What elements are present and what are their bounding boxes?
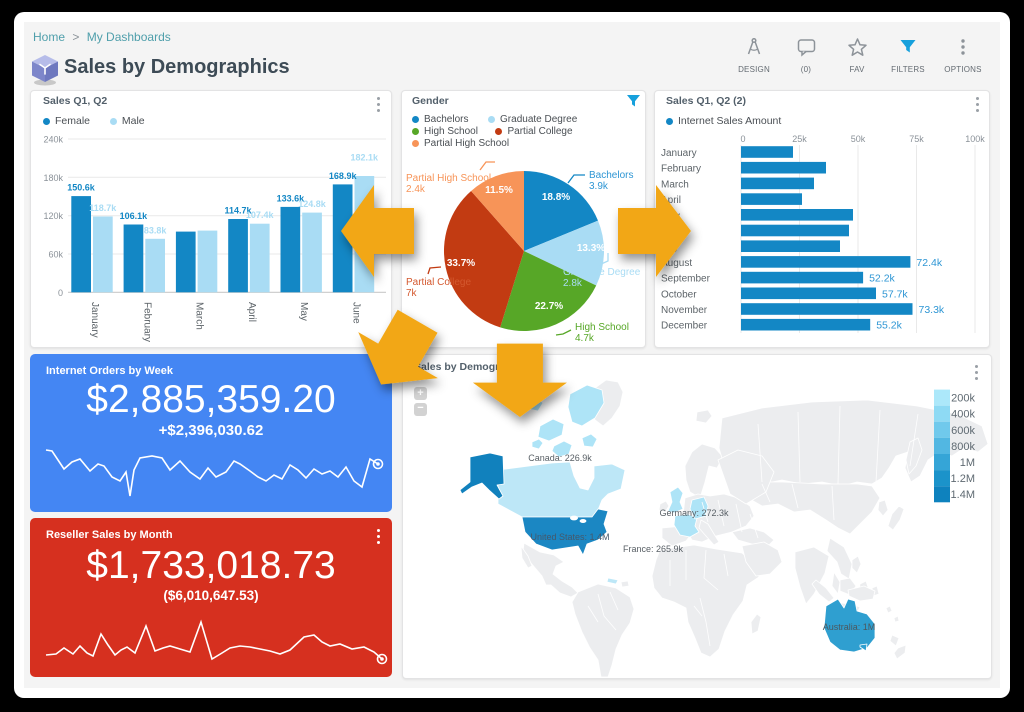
svg-text:83.8k: 83.8k: [144, 225, 168, 235]
svg-text:April: April: [661, 195, 681, 206]
svg-text:118.7k: 118.7k: [89, 203, 117, 213]
svg-text:2.8k: 2.8k: [563, 278, 583, 289]
svg-text:3.9k: 3.9k: [589, 181, 609, 192]
svg-text:United States: 1.4M: United States: 1.4M: [530, 532, 609, 542]
svg-text:May: May: [298, 302, 309, 321]
svg-text:50k: 50k: [851, 134, 866, 144]
svg-text:Germany: 272.3k: Germany: 272.3k: [659, 508, 729, 518]
svg-text:55.2k: 55.2k: [876, 320, 902, 332]
svg-text:October: October: [661, 289, 697, 300]
svg-text:0: 0: [58, 288, 63, 298]
svg-text:March: March: [661, 179, 689, 190]
svg-text:February: February: [661, 164, 701, 175]
svg-text:0: 0: [740, 134, 745, 144]
svg-text:73.3k: 73.3k: [919, 304, 945, 316]
svg-text:107.4k: 107.4k: [246, 210, 275, 220]
svg-text:1.2M: 1.2M: [951, 473, 975, 485]
svg-text:25k: 25k: [792, 134, 807, 144]
svg-text:133.6k: 133.6k: [277, 193, 306, 203]
svg-text:August: August: [661, 258, 692, 269]
svg-text:Partial College: Partial College: [406, 277, 471, 288]
svg-text:1.4M: 1.4M: [951, 489, 975, 501]
svg-text:November: November: [661, 305, 708, 316]
svg-text:Australia: 1M: Australia: 1M: [823, 622, 876, 632]
svg-text:120k: 120k: [43, 211, 63, 221]
svg-text:180k: 180k: [43, 173, 63, 183]
svg-text:2.4k: 2.4k: [406, 184, 426, 195]
svg-text:France: 265.9k: France: 265.9k: [623, 544, 684, 554]
svg-text:33.7%: 33.7%: [447, 258, 475, 269]
svg-text:Graduate Degree: Graduate Degree: [563, 267, 641, 278]
svg-text:Canada: 226.9k: Canada: 226.9k: [528, 453, 592, 463]
svg-text:4.7k: 4.7k: [575, 333, 595, 344]
svg-text:57.7k: 57.7k: [882, 288, 908, 300]
svg-text:February: February: [141, 302, 152, 342]
svg-text:Bachelors: Bachelors: [589, 170, 633, 181]
svg-text:June: June: [661, 227, 683, 238]
svg-text:11.5%: 11.5%: [485, 185, 513, 196]
svg-text:September: September: [661, 274, 711, 285]
svg-text:April: April: [246, 302, 257, 322]
svg-text:52.2k: 52.2k: [869, 273, 895, 285]
svg-text:114.7k: 114.7k: [224, 206, 252, 216]
svg-text:December: December: [661, 321, 708, 332]
svg-text:March: March: [194, 302, 205, 330]
svg-text:800k: 800k: [951, 441, 975, 453]
svg-text:100k: 100k: [965, 134, 985, 144]
svg-text:7k: 7k: [406, 288, 418, 299]
svg-text:July: July: [661, 242, 679, 253]
svg-text:240k: 240k: [43, 135, 63, 145]
svg-text:May: May: [661, 211, 680, 222]
svg-text:18.8%: 18.8%: [542, 192, 570, 203]
svg-text:72.4k: 72.4k: [916, 257, 942, 269]
svg-text:168.9k: 168.9k: [329, 171, 358, 181]
svg-text:124.8k: 124.8k: [298, 199, 327, 209]
svg-text:January: January: [661, 148, 697, 159]
svg-text:75k: 75k: [909, 134, 924, 144]
svg-text:13.3%: 13.3%: [577, 243, 605, 254]
svg-text:January: January: [89, 302, 100, 338]
svg-text:106.1k: 106.1k: [120, 211, 149, 221]
svg-text:400k: 400k: [951, 409, 975, 421]
svg-text:600k: 600k: [951, 425, 975, 437]
svg-text:22.7%: 22.7%: [535, 301, 563, 312]
svg-text:60k: 60k: [48, 250, 63, 260]
svg-text:182.1k: 182.1k: [351, 153, 380, 163]
svg-text:1M: 1M: [960, 457, 975, 469]
svg-text:Partial High School: Partial High School: [406, 173, 491, 184]
svg-text:High School: High School: [575, 322, 629, 333]
svg-text:150.6k: 150.6k: [67, 183, 96, 193]
svg-text:200k: 200k: [951, 393, 975, 405]
svg-text:June: June: [351, 302, 362, 324]
